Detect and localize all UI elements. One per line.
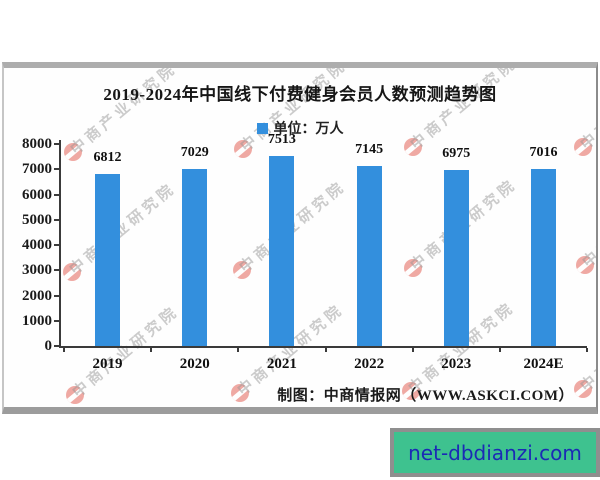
chart-legend: 单位：万人 — [4, 118, 596, 138]
y-axis-label: 7000 — [22, 161, 52, 178]
legend-swatch-icon — [256, 122, 268, 134]
chart-title: 2019-2024年中国线下付费健身会员人数预测趋势图 — [103, 85, 497, 104]
watermark: 中商产业研究院 — [231, 301, 347, 402]
chart-credit: 制图：中商情报网（WWW.ASKCI.COM） — [277, 388, 574, 404]
y-axis-label: 6000 — [22, 186, 52, 203]
x-axis-tick — [62, 348, 65, 352]
y-axis-label: 0 — [44, 338, 53, 354]
bar — [95, 173, 120, 346]
watermark-logo-icon — [66, 386, 84, 404]
y-axis-tick — [54, 143, 59, 145]
bar — [182, 168, 208, 346]
x-axis-category-label: 2021 — [266, 356, 297, 372]
y-axis-tick — [54, 319, 59, 322]
x-axis-tick — [498, 348, 501, 352]
watermark-logo-stripe — [66, 386, 84, 404]
watermark: 中商产业研究院 — [233, 178, 349, 279]
bar-value-label: 6812 — [93, 149, 122, 165]
y-axis-line — [59, 140, 61, 348]
y-axis-tick — [54, 218, 59, 221]
watermark-text: 中商产业研究院 — [578, 62, 598, 154]
x-axis-category-label: 2023 — [441, 356, 472, 372]
legend-label: 单位：万人 — [273, 122, 344, 137]
y-axis-tick — [54, 244, 59, 246]
y-axis-tick — [54, 168, 59, 171]
watermark-logo-stripe — [404, 259, 422, 277]
bar-value-label: 7016 — [529, 144, 558, 160]
bar-value-label: 7145 — [355, 141, 384, 157]
y-axis-label: 2000 — [22, 287, 52, 304]
x-axis-category-label: 2020 — [179, 356, 210, 372]
watermark-logo-icon — [63, 263, 81, 281]
y-axis-label: 5000 — [22, 211, 52, 228]
x-axis-tick — [237, 348, 240, 352]
y-axis-tick — [54, 345, 59, 347]
y-axis-label: 3000 — [22, 262, 52, 279]
bar-value-label: 6975 — [442, 145, 471, 161]
y-axis-label: 1000 — [22, 312, 52, 329]
watermark-logo-icon — [233, 261, 251, 279]
bar — [443, 169, 469, 346]
site-link-text: net-dbdianzi.com — [408, 440, 582, 465]
watermark: 中商产业研究院 — [574, 297, 596, 398]
watermark-text: 中商产业研究院 — [408, 62, 521, 154]
watermark-text: 中商产业研究院 — [70, 303, 183, 402]
bar-value-label: 7513 — [267, 132, 296, 148]
watermark-logo-stripe — [63, 263, 81, 281]
x-axis-tick — [411, 348, 414, 352]
watermark-logo-icon — [576, 256, 594, 274]
watermark-text: 中商产业研究院 — [67, 180, 180, 279]
watermark-logo-stripe — [231, 384, 249, 402]
watermark: 中商产业研究院 — [576, 173, 596, 274]
watermark: 中商产业研究院 — [404, 176, 520, 277]
y-axis-label: 8000 — [22, 136, 52, 152]
watermark-logo-stripe — [576, 256, 594, 274]
x-axis-category-label: 2019 — [92, 356, 123, 372]
watermark-logo-stripe — [574, 380, 592, 398]
watermark-logo-icon — [404, 259, 422, 277]
bar — [269, 156, 295, 346]
chart-panel: 中商产业研究院 中商产业研究院 中商产业研究院 中商产业研究院 中商产业研究院 中商产业研… — [2, 62, 598, 414]
watermark-text: 中商产业研究院 — [580, 173, 598, 272]
x-axis-line — [59, 346, 587, 348]
bar — [356, 165, 382, 346]
y-axis-label: 4000 — [22, 237, 52, 253]
watermark: 中商产业研究院 — [63, 180, 179, 281]
watermark-logo-icon — [574, 380, 592, 398]
watermark-logo-icon — [231, 384, 249, 402]
watermark-logo-stripe — [233, 261, 251, 279]
bar-value-label: 7029 — [180, 144, 209, 160]
y-axis-tick — [54, 269, 59, 272]
x-axis-tick — [324, 348, 327, 352]
y-axis-tick — [54, 193, 59, 196]
x-axis-tick — [150, 348, 153, 352]
x-axis-category-label: 2022 — [354, 356, 385, 372]
x-axis-tick — [586, 348, 589, 352]
bar — [531, 168, 556, 346]
y-axis-tick — [54, 294, 59, 297]
site-link-badge[interactable]: net-dbdianzi.com — [390, 428, 600, 477]
x-axis-category-label: 2024E — [523, 356, 564, 372]
watermark: 中商产业研究院 — [66, 303, 182, 404]
